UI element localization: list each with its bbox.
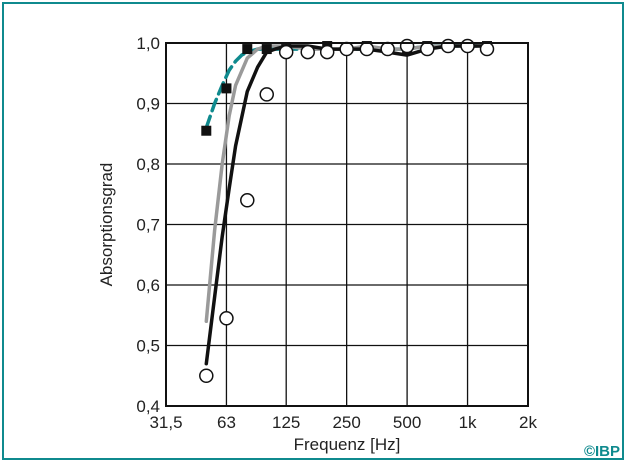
y-tick-label: 0,8 (136, 155, 160, 174)
y-tick-label: 0,5 (136, 337, 160, 356)
circle-marker (380, 41, 395, 57)
circle-marker (300, 44, 315, 60)
square-marker (221, 83, 232, 94)
circle-marker (219, 311, 234, 326)
y-tick-label: 0,9 (136, 95, 160, 114)
circle-marker (319, 44, 335, 60)
square-marker (201, 125, 212, 136)
circle-marker (420, 41, 435, 57)
square-marker (261, 44, 272, 55)
y-tick-label: 0,4 (136, 397, 160, 416)
circle-marker (240, 193, 255, 208)
x-tick-label: 500 (393, 413, 421, 432)
circle-marker (359, 41, 375, 57)
y-tick-label: 1,0 (136, 34, 160, 53)
circle-marker (440, 38, 456, 54)
x-tick-label: 250 (332, 413, 360, 432)
circle-marker (259, 87, 274, 102)
circle-marker (199, 368, 214, 383)
circle-marker (479, 41, 495, 57)
x-tick-labels: 31,5 63 125 250 500 1k 2k (149, 413, 537, 432)
grid (165, 42, 529, 407)
y-tick-labels: 0,4 0,5 0,6 0,7 0,8 0,9 1,0 (136, 34, 160, 416)
circle-marker (460, 38, 475, 54)
square-marker (242, 44, 253, 55)
copyright-label: ©IBP (583, 443, 620, 460)
plot-border (165, 42, 529, 407)
y-tick-label: 0,7 (136, 216, 160, 235)
chart-frame (2, 2, 624, 460)
x-tick-label: 1k (459, 413, 477, 432)
circle-marker (339, 41, 354, 57)
markers-layer (199, 38, 495, 383)
x-tick-label: 125 (272, 413, 300, 432)
circle-marker (399, 38, 415, 54)
x-tick-label: 63 (217, 413, 236, 432)
y-tick-label: 0,6 (136, 276, 160, 295)
y-axis-label: Absorptionsgrad (97, 163, 116, 287)
circle-marker (278, 44, 294, 60)
x-tick-label: 31,5 (149, 413, 182, 432)
x-axis-label: Frequenz [Hz] (294, 435, 401, 454)
x-tick-label: 2k (519, 413, 537, 432)
